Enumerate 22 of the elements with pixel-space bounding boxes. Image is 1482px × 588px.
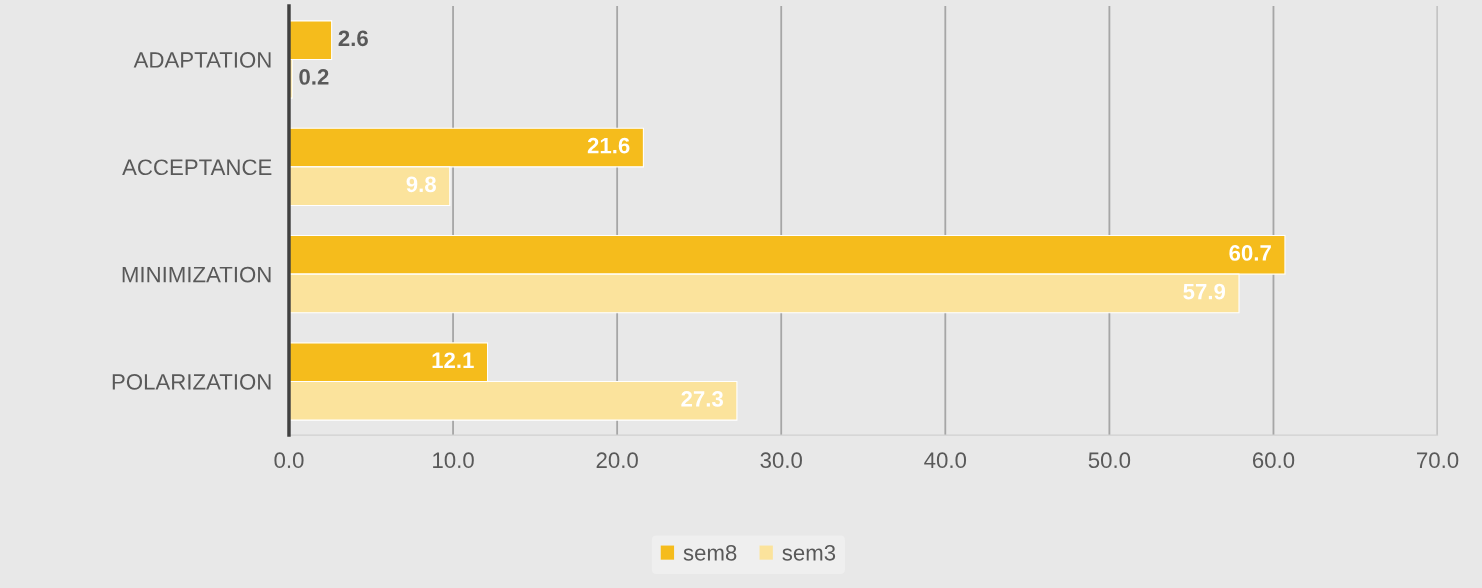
x-tick-label: 50.0 — [1088, 452, 1131, 469]
y-tick-label: ADAPTATION — [133, 52, 271, 68]
x-tick-label: 60.0 — [1252, 452, 1295, 469]
data-label: 12.1 — [432, 352, 474, 368]
y-tick-label: ACCEPTANCE — [122, 159, 272, 176]
x-tick-label: 0.0 — [274, 452, 304, 469]
y-tick-label: POLARIZATION — [112, 374, 271, 390]
x-tick-label: 70.0 — [1417, 452, 1459, 469]
y-tick-label: MINIMIZATION — [122, 266, 271, 283]
x-tick-label: 20.0 — [596, 452, 638, 469]
data-label: 60.7 — [1229, 245, 1271, 261]
legend-label: sem8 — [683, 544, 737, 561]
data-label: 27.3 — [681, 391, 723, 407]
data-label: 21.6 — [587, 137, 630, 154]
data-label: 57.9 — [1183, 283, 1226, 300]
x-tick-label: 40.0 — [924, 452, 967, 469]
x-tick-label: 10.0 — [433, 452, 474, 469]
x-tick-label: 30.0 — [760, 452, 802, 469]
legend-label: sem3 — [782, 544, 836, 561]
data-label: 9.8 — [406, 176, 436, 193]
data-label: 2.6 — [338, 30, 368, 47]
data-label: 0.2 — [299, 69, 329, 85]
